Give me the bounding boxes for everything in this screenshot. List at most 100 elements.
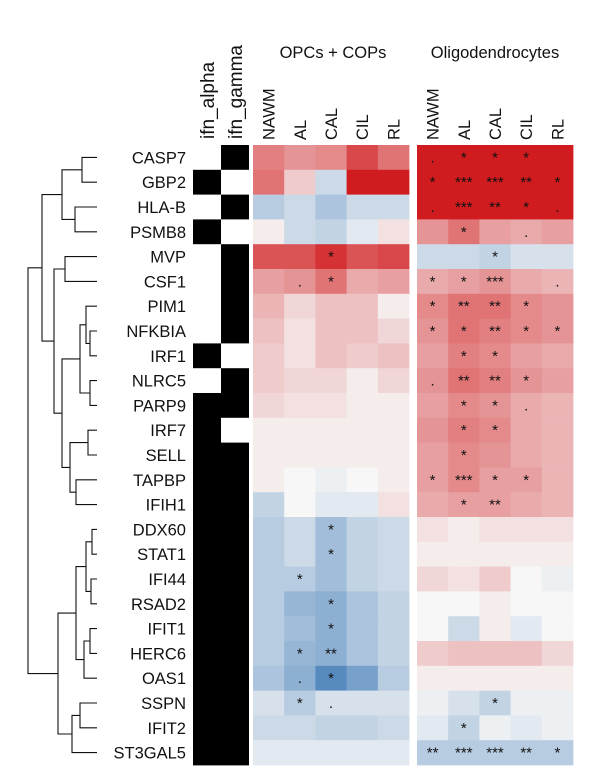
cell-rsad2-oligo-nawm bbox=[417, 591, 449, 617]
cell-csf1-oligo-rl bbox=[541, 269, 574, 295]
annotation-ifn-gamma-herc6 bbox=[221, 641, 249, 667]
cell-gbp2-opc-rl bbox=[377, 169, 410, 195]
cell-gbp2-oligo-rl bbox=[541, 169, 574, 195]
cell-herc6-oligo-cil bbox=[510, 641, 543, 667]
cell-ifi44-oligo-nawm bbox=[417, 566, 449, 592]
cell-stat1-opc-nawm bbox=[253, 541, 285, 567]
significance-mark: . bbox=[298, 670, 302, 687]
cell-ifi44-oligo-cal bbox=[479, 566, 511, 592]
cell-parp9-opc-cal bbox=[315, 393, 347, 419]
cell-oas1-opc-cal bbox=[315, 665, 347, 691]
annotation-ifn-gamma-gbp2 bbox=[221, 169, 249, 195]
cell-irf1-opc-cil bbox=[346, 343, 379, 369]
cell-sspn-opc-al bbox=[284, 690, 316, 716]
column-label-oligo-rl: RL bbox=[549, 119, 567, 140]
annotation-ifn-gamma-st3gal5 bbox=[221, 740, 249, 766]
annotation-ifn-alpha-herc6 bbox=[193, 641, 221, 667]
annotation-ifn-gamma-irf7 bbox=[221, 417, 249, 443]
cell-pim1-opc-cal bbox=[315, 293, 347, 319]
cell-ifih1-oligo-cal bbox=[479, 492, 511, 518]
cell-ifit2-opc-cal bbox=[315, 715, 347, 741]
significance-mark: * bbox=[492, 249, 498, 266]
cell-oas1-oligo-nawm bbox=[417, 665, 449, 691]
cell-mvp-opc-al bbox=[284, 244, 316, 270]
annotation-ifn-alpha-nfkbia bbox=[193, 318, 221, 344]
cell-tapbp-oligo-cal bbox=[479, 467, 511, 493]
row-label-parp9: PARP9 bbox=[133, 397, 186, 415]
cell-nfkbia-opc-nawm bbox=[253, 318, 285, 344]
cell-ifi44-opc-cal bbox=[315, 566, 347, 592]
cell-ddx60-oligo-al bbox=[448, 517, 480, 543]
cell-pim1-oligo-nawm bbox=[417, 293, 449, 319]
cell-ifi44-opc-al bbox=[284, 566, 316, 592]
cell-sspn-opc-cil bbox=[346, 690, 379, 716]
cell-parp9-oligo-al bbox=[448, 393, 480, 419]
cell-oas1-oligo-al bbox=[448, 665, 480, 691]
cell-sspn-opc-cal bbox=[315, 690, 347, 716]
significance-mark: * bbox=[328, 596, 334, 613]
significance-mark: * bbox=[523, 373, 529, 390]
column-labels: NAWM AL CAL CIL RL NAWM AL CAL CIL RL bbox=[261, 88, 568, 140]
cell-psmb8-oligo-cil bbox=[510, 219, 543, 245]
significance-mark: * bbox=[492, 149, 498, 166]
annotation-ifn-alpha-ifit1 bbox=[193, 616, 221, 642]
cell-irf1-oligo-cal bbox=[479, 343, 511, 369]
significance-mark: . bbox=[555, 199, 559, 216]
significance-mark: * bbox=[461, 348, 467, 365]
cell-irf1-oligo-rl bbox=[541, 343, 574, 369]
cell-ddx60-oligo-cil bbox=[510, 517, 543, 543]
cell-ifih1-opc-cil bbox=[346, 492, 379, 518]
cell-mvp-oligo-al bbox=[448, 244, 480, 270]
row-label-csf1: CSF1 bbox=[144, 273, 186, 291]
significance-mark: * bbox=[328, 521, 334, 538]
cell-st3gal5-opc-cal bbox=[315, 740, 347, 766]
significance-mark: * bbox=[523, 199, 529, 216]
cell-hla-b-opc-cil bbox=[346, 194, 379, 220]
cell-irf7-oligo-nawm bbox=[417, 417, 449, 443]
cell-ifit1-oligo-nawm bbox=[417, 616, 449, 642]
row-label-casp7: CASP7 bbox=[132, 149, 186, 167]
cell-ifit2-oligo-cal bbox=[479, 715, 511, 741]
cell-ifit1-opc-rl bbox=[377, 616, 410, 642]
dendrogram-branch bbox=[41, 194, 62, 342]
row-label-mvp: MVP bbox=[150, 249, 186, 267]
cell-tapbp-opc-al bbox=[284, 467, 316, 493]
row-label-ifih1: IFIH1 bbox=[146, 497, 186, 515]
cell-ifih1-opc-nawm bbox=[253, 492, 285, 518]
cell-ddx60-opc-nawm bbox=[253, 517, 285, 543]
cell-tapbp-opc-cil bbox=[346, 467, 379, 493]
annotation-ifn-gamma-ddx60 bbox=[221, 517, 249, 543]
cell-rsad2-opc-al bbox=[284, 591, 316, 617]
significance-mark: *** bbox=[486, 273, 504, 290]
row-label-stat1: STAT1 bbox=[137, 546, 186, 564]
cell-rsad2-opc-rl bbox=[377, 591, 410, 617]
cell-ddx60-oligo-nawm bbox=[417, 517, 449, 543]
cell-stat1-opc-rl bbox=[377, 541, 410, 567]
annotation-ifn-alpha-irf1 bbox=[193, 343, 221, 369]
annotation-ifn-gamma-oas1 bbox=[221, 665, 249, 691]
annotation-ifn-alpha-oas1 bbox=[193, 665, 221, 691]
significance-mark: *** bbox=[486, 745, 504, 762]
significance-mark: ** bbox=[458, 298, 470, 315]
significance-mark: * bbox=[461, 149, 467, 166]
cell-ddx60-opc-rl bbox=[377, 517, 410, 543]
significance-mark: *** bbox=[486, 174, 504, 191]
cell-st3gal5-oligo-al bbox=[448, 740, 480, 766]
significance-mark: * bbox=[554, 323, 560, 340]
annotation-ifn-gamma-ifit2 bbox=[221, 715, 249, 741]
cell-tapbp-oligo-nawm bbox=[417, 467, 449, 493]
annotation-ifn-alpha-stat1 bbox=[193, 541, 221, 567]
cell-irf7-opc-cil bbox=[346, 417, 379, 443]
cell-pim1-opc-cil bbox=[346, 293, 379, 319]
cell-st3gal5-opc-rl bbox=[377, 740, 410, 766]
cell-mvp-oligo-cal bbox=[479, 244, 511, 270]
cell-ifit2-opc-cil bbox=[346, 715, 379, 741]
cell-parp9-opc-nawm bbox=[253, 393, 285, 419]
cell-pim1-opc-rl bbox=[377, 293, 410, 319]
dendrogram-branch bbox=[87, 429, 97, 456]
cell-nlrc5-opc-cal bbox=[315, 368, 347, 394]
heatmap-cells bbox=[253, 145, 574, 766]
cell-csf1-opc-al bbox=[284, 269, 316, 295]
cell-herc6-opc-nawm bbox=[253, 641, 285, 667]
row-label-hla-b: HLA-B bbox=[137, 199, 186, 217]
